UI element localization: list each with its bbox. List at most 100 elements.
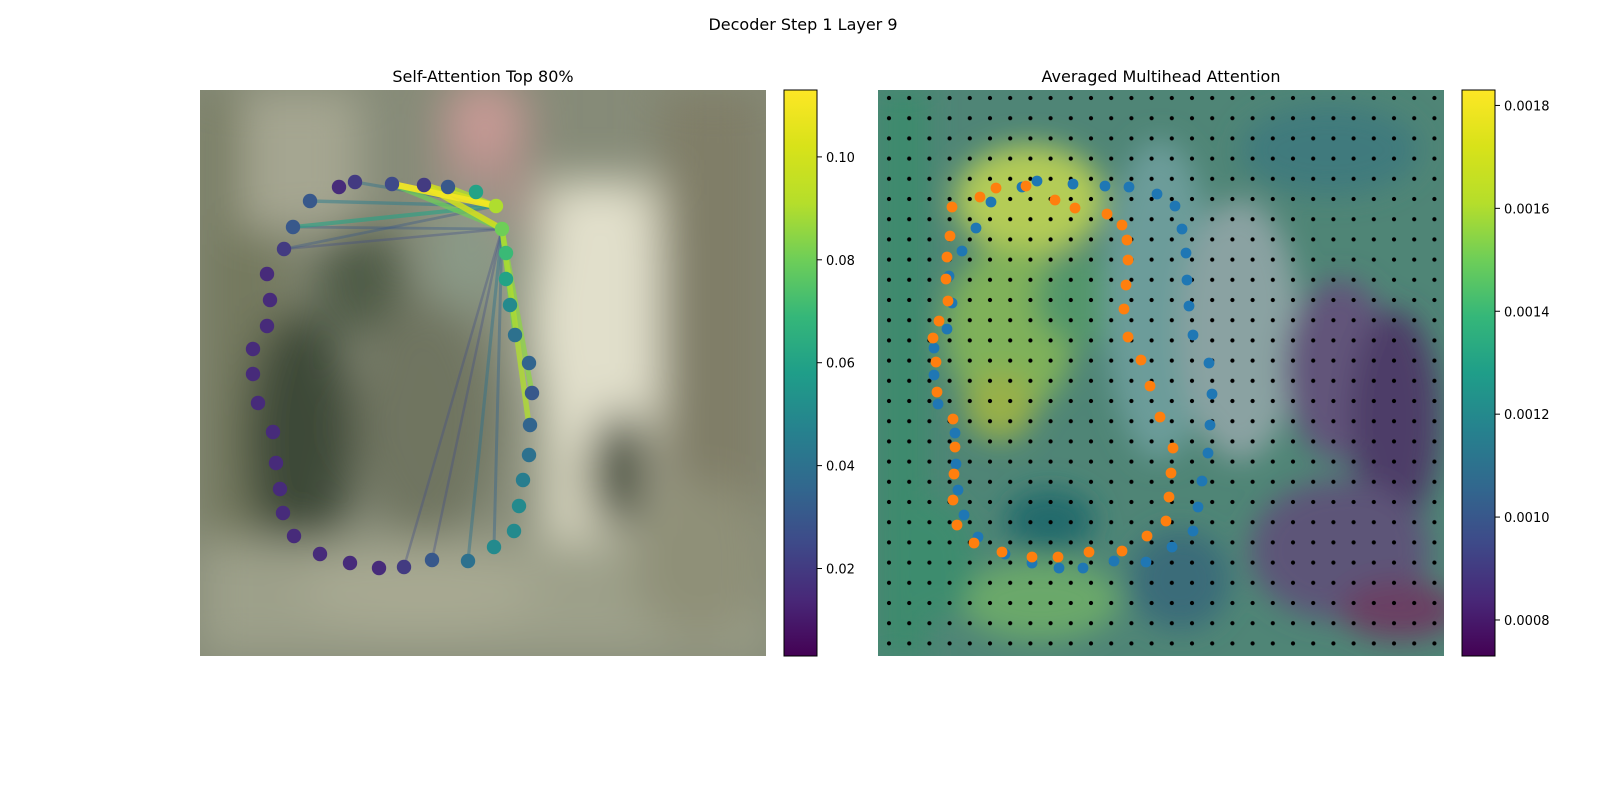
contour-point	[1163, 491, 1175, 503]
attention-point	[506, 523, 522, 539]
attention-point	[259, 318, 275, 334]
left-background-image	[200, 90, 766, 656]
right-colorbar: 0.0008 0.0010 0.0012 0.0014 0.0016 0.0018	[1461, 89, 1550, 657]
attention-point	[498, 245, 514, 261]
colorbar-tick-label: 0.0018	[1504, 99, 1550, 114]
contour-point	[1069, 202, 1081, 214]
attention-point	[486, 539, 502, 555]
contour-point	[1166, 541, 1178, 553]
colorbar-tick-label: 0.0010	[1504, 511, 1550, 526]
contour-point	[948, 468, 960, 480]
contour-point	[1169, 200, 1181, 212]
colorbar-tick-label: 0.02	[826, 563, 855, 578]
contour-point	[941, 323, 953, 335]
right-background-heatmap	[878, 90, 1444, 656]
left-colorbar: 0.02 0.04 0.06 0.08 0.10	[783, 89, 855, 657]
attention-line	[466, 227, 504, 563]
attention-point	[494, 221, 510, 237]
contour-point	[1176, 223, 1188, 235]
colorbar-tick-label: 0.0008	[1504, 614, 1550, 629]
attention-point	[276, 241, 292, 257]
contour-point	[1204, 419, 1216, 431]
contour-point	[1151, 188, 1163, 200]
contour-point	[940, 273, 952, 285]
colorbar-tick-label: 0.04	[826, 460, 855, 475]
figure-suptitle: Decoder Step 1 Layer 9	[708, 15, 897, 34]
contour-point	[1116, 545, 1128, 557]
contour-point	[946, 201, 958, 213]
contour-point	[1067, 178, 1079, 190]
attention-point	[511, 498, 527, 514]
contour-point	[1192, 501, 1204, 513]
attention-point	[342, 555, 358, 571]
attention-point	[424, 552, 440, 568]
contour-point	[1122, 331, 1134, 343]
attention-lines	[282, 180, 535, 569]
attention-point	[262, 292, 278, 308]
attention-point	[396, 559, 412, 575]
contour-point	[1099, 180, 1111, 192]
contour-point	[1203, 357, 1215, 369]
attention-point	[286, 528, 302, 544]
contour-point	[1052, 551, 1064, 563]
attention-point	[521, 355, 537, 371]
contour-point	[1121, 234, 1133, 246]
contour-point	[941, 251, 953, 263]
attention-point	[265, 424, 281, 440]
contour-point	[1031, 175, 1043, 187]
contour-point	[1167, 442, 1179, 454]
attention-line	[402, 227, 504, 569]
attention-point	[259, 266, 275, 282]
attention-point	[275, 505, 291, 521]
contour-point	[968, 537, 980, 549]
contour-point	[942, 295, 954, 307]
attention-point	[347, 174, 363, 190]
colorbar-tick-label: 0.0016	[1504, 202, 1550, 217]
attention-point	[250, 395, 266, 411]
contour-point	[1141, 530, 1153, 542]
attention-point	[502, 297, 518, 313]
contour-point	[1144, 380, 1156, 392]
contour-point	[990, 182, 1002, 194]
attention-point	[268, 455, 284, 471]
contour-point	[927, 332, 939, 344]
contour-point	[1165, 467, 1177, 479]
contour-point	[1123, 181, 1135, 193]
attention-point	[460, 553, 476, 569]
contour-point	[947, 494, 959, 506]
attention-point	[312, 546, 328, 562]
contour-point	[1140, 556, 1152, 568]
contour-point	[1101, 208, 1113, 220]
attention-point	[285, 219, 301, 235]
contour-point	[1116, 219, 1128, 231]
contour-point	[930, 356, 942, 368]
contour-point	[1083, 546, 1095, 558]
attention-point	[521, 447, 537, 463]
contour-point	[1187, 329, 1199, 341]
contour-point	[1160, 515, 1172, 527]
contour-point	[958, 509, 970, 521]
colorbar-tick-label: 0.08	[826, 254, 855, 269]
contour-point	[1183, 300, 1195, 312]
attention-line	[430, 227, 504, 562]
contour-point	[1049, 194, 1061, 206]
contour-point	[949, 441, 961, 453]
contour-point	[1120, 279, 1132, 291]
contour-point	[952, 484, 964, 496]
attention-point	[245, 366, 261, 382]
colorbar-tick-label: 0.06	[826, 357, 855, 372]
attention-point	[507, 327, 523, 343]
contour-point	[1187, 525, 1199, 537]
contour-point	[928, 342, 940, 354]
attention-point	[440, 179, 456, 195]
left-chart-title: Self-Attention Top 80%	[392, 67, 573, 86]
attention-point	[331, 179, 347, 195]
attention-line	[291, 225, 504, 231]
attention-line	[499, 226, 532, 428]
attention-point	[416, 177, 432, 193]
attention-point	[272, 481, 288, 497]
contour-point	[933, 315, 945, 327]
contour-point	[931, 386, 943, 398]
contour-point	[944, 230, 956, 242]
